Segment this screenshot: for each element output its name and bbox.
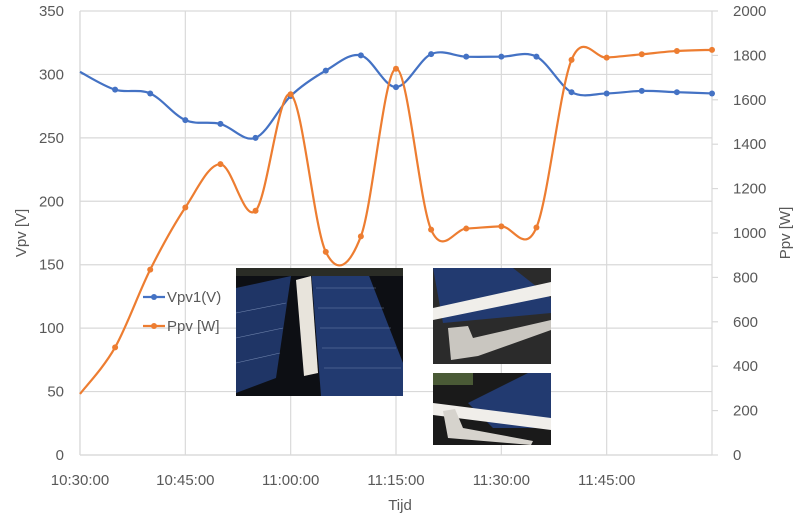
data-point-marker xyxy=(709,90,715,97)
solar-panels-with-white-beam-photo xyxy=(236,268,403,396)
legend-marker-icon xyxy=(151,323,157,329)
y2-tick-label: 1400 xyxy=(733,136,766,153)
y2-tick-label: 400 xyxy=(733,358,758,375)
y-tick-label: 250 xyxy=(39,130,64,147)
x-tick-label: 11:45:00 xyxy=(578,472,635,489)
data-point-marker xyxy=(217,161,224,168)
data-point-marker xyxy=(252,134,259,141)
legend-entry-vpv1: Vpv1(V) xyxy=(143,289,221,306)
y2-tick-label: 200 xyxy=(733,403,758,420)
y-tick-label: 300 xyxy=(39,66,64,83)
y2-tick-label: 600 xyxy=(733,314,758,331)
y2-tick-label: 0 xyxy=(733,447,741,464)
data-point-marker xyxy=(673,47,680,54)
y2-tick-label: 1600 xyxy=(733,92,766,109)
data-point-marker xyxy=(147,266,154,273)
data-point-marker xyxy=(357,52,364,59)
data-point-marker xyxy=(147,90,154,97)
data-point-marker xyxy=(463,225,470,232)
data-point-marker xyxy=(603,90,610,97)
data-point-marker xyxy=(112,86,119,93)
legend-label: Vpv1(V) xyxy=(167,289,221,306)
series-vpv1 xyxy=(79,51,715,141)
data-point-marker xyxy=(638,51,645,58)
y2-tick-label: 1200 xyxy=(733,181,766,198)
data-point-marker xyxy=(638,87,645,94)
x-tick-label: 11:30:00 xyxy=(473,472,530,489)
data-point-marker xyxy=(393,65,399,72)
x-tick-label: 10:45:00 xyxy=(156,472,214,489)
data-point-marker xyxy=(252,207,259,214)
series-lines xyxy=(79,45,715,395)
data-point-marker xyxy=(357,233,364,240)
data-point-marker xyxy=(463,53,470,60)
y-tick-label: 0 xyxy=(56,447,64,464)
y-tick-label: 100 xyxy=(39,320,64,337)
axes: 0 50 100 150 200 250 300 350 0 200 400 600 800 1000 12… xyxy=(13,3,794,514)
concrete-mount-with-beam-photo xyxy=(433,268,551,364)
data-point-marker xyxy=(217,120,224,127)
data-point-marker xyxy=(498,53,505,60)
series-line xyxy=(79,45,713,395)
y2-tick-label: 1000 xyxy=(733,225,766,242)
x-tick-label: 11:00:00 xyxy=(262,472,319,489)
data-point-marker xyxy=(533,53,540,60)
legend-marker-icon xyxy=(151,294,157,300)
legend-label: Ppv [W] xyxy=(167,318,220,335)
x-tick-label: 10:30:00 xyxy=(51,472,109,489)
y-tick-label: 150 xyxy=(39,257,64,274)
data-point-marker xyxy=(322,67,329,74)
x-axis-title: Tijd xyxy=(388,497,412,514)
data-point-marker xyxy=(533,224,540,231)
y2-tick-label: 1800 xyxy=(733,47,766,64)
data-point-marker xyxy=(287,91,294,98)
y-tick-label: 50 xyxy=(47,384,64,401)
data-point-marker xyxy=(322,248,329,255)
y2-tick-label: 2000 xyxy=(733,3,766,20)
y-axis-title: Vpv [V] xyxy=(13,209,30,257)
data-point-marker xyxy=(603,54,610,61)
data-point-marker xyxy=(428,226,435,233)
data-point-marker xyxy=(673,89,680,96)
y2-axis-title: Ppv [W] xyxy=(777,207,794,260)
series-ppv xyxy=(79,45,715,395)
y2-tick-label: 800 xyxy=(733,269,758,286)
x-tick-label: 11:15:00 xyxy=(367,472,424,489)
data-point-marker xyxy=(709,46,715,53)
data-point-marker xyxy=(182,117,189,124)
y-tick-label: 350 xyxy=(39,3,64,20)
data-point-marker xyxy=(393,84,399,91)
data-point-marker xyxy=(568,89,575,96)
legend: Vpv1(V) Ppv [W] xyxy=(143,289,221,335)
data-point-marker xyxy=(428,51,435,58)
legend-entry-ppv: Ppv [W] xyxy=(143,318,220,335)
data-point-marker xyxy=(568,56,575,63)
data-point-marker xyxy=(498,223,505,230)
data-point-marker xyxy=(182,204,189,211)
panel-row-with-concrete-mount-photo xyxy=(433,373,551,445)
data-point-marker xyxy=(112,344,119,351)
y-tick-label: 200 xyxy=(39,193,64,210)
